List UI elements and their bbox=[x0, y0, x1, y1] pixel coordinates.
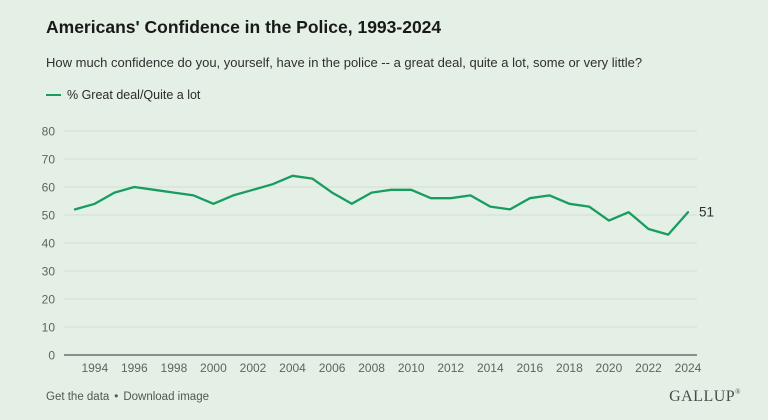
footer-separator: • bbox=[114, 391, 119, 403]
y-axis-tick-label: 80 bbox=[42, 125, 56, 139]
x-axis-tick-label: 2014 bbox=[477, 361, 504, 375]
y-axis-tick-label: 0 bbox=[48, 349, 55, 363]
x-axis-tick-label: 1998 bbox=[161, 361, 188, 375]
x-axis-tick-label: 2024 bbox=[675, 361, 702, 375]
chart-legend: % Great deal/Quite a lot bbox=[46, 88, 200, 102]
x-axis-tick-label: 2012 bbox=[437, 361, 464, 375]
y-axis-tick-label: 70 bbox=[42, 153, 56, 167]
x-axis-tick-label: 2008 bbox=[358, 361, 385, 375]
y-axis-tick-label: 30 bbox=[42, 265, 56, 279]
x-axis-tick-label: 2022 bbox=[635, 361, 662, 375]
get-the-data-link[interactable]: Get the data bbox=[46, 391, 110, 403]
y-axis-tick-label: 40 bbox=[42, 237, 56, 251]
line-end-value-label: 51 bbox=[699, 205, 714, 220]
survey-question-subtitle: How much confidence do you, yourself, ha… bbox=[46, 55, 643, 70]
y-axis-tick-label: 10 bbox=[42, 321, 56, 335]
x-axis-tick-label: 2020 bbox=[596, 361, 623, 375]
legend-line-swatch-icon bbox=[46, 93, 61, 97]
footer-links: Get the data • Download image bbox=[46, 391, 209, 403]
x-axis-tick-label: 2006 bbox=[319, 361, 346, 375]
x-axis-tick-label: 2016 bbox=[516, 361, 543, 375]
x-axis-tick-label: 1996 bbox=[121, 361, 148, 375]
x-axis-tick-label: 1994 bbox=[81, 361, 108, 375]
registered-mark: ® bbox=[735, 388, 741, 396]
gallup-logo-text: GALLUP bbox=[669, 388, 736, 405]
y-axis-tick-label: 50 bbox=[42, 209, 56, 223]
y-axis-tick-label: 20 bbox=[42, 293, 56, 307]
y-axis-tick-label: 60 bbox=[42, 181, 56, 195]
x-axis-tick-label: 2004 bbox=[279, 361, 306, 375]
x-axis-tick-label: 2000 bbox=[200, 361, 227, 375]
x-axis-tick-label: 2002 bbox=[240, 361, 267, 375]
x-axis-tick-label: 2018 bbox=[556, 361, 583, 375]
x-axis-tick-label: 2010 bbox=[398, 361, 425, 375]
gallup-logo: GALLUP® bbox=[669, 388, 741, 406]
confidence-line-chart: 0 10 20 30 40 50 60 70 80 1994 1996 1998 2000 2002 200… bbox=[42, 125, 714, 376]
page-title: Americans' Confidence in the Police, 199… bbox=[46, 17, 442, 37]
download-image-link[interactable]: Download image bbox=[123, 391, 209, 403]
legend-series-label: % Great deal/Quite a lot bbox=[67, 88, 201, 102]
confidence-line-series bbox=[73, 174, 690, 236]
